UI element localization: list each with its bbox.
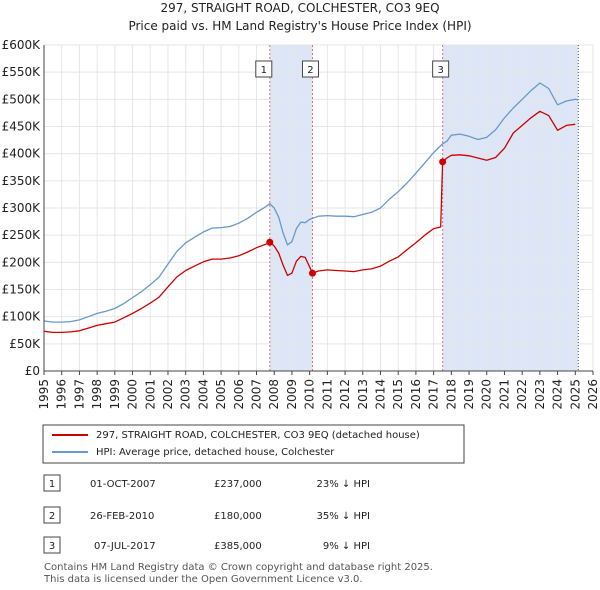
row-marker-label: 2 bbox=[49, 511, 55, 522]
y-tick-label: £0 bbox=[25, 364, 40, 378]
footer-line-2: This data is licensed under the Open Gov… bbox=[43, 574, 363, 585]
row-hpi-diff: 35% ↓ HPI bbox=[317, 511, 370, 522]
row-price: £180,000 bbox=[214, 511, 262, 522]
x-tick-label: 2000 bbox=[126, 379, 140, 410]
y-tick-label: £100K bbox=[2, 310, 42, 324]
legend-box bbox=[42, 424, 465, 464]
sales-row: 3 07-JUL-2017 £385,000 9% ↓ HPI bbox=[43, 536, 370, 554]
row-marker-box bbox=[43, 536, 61, 554]
x-tick-label: 2025 bbox=[568, 379, 582, 410]
hpi-line bbox=[43, 82, 579, 323]
y-tick-label: £150K bbox=[2, 283, 42, 297]
y-tick-label: £250K bbox=[2, 228, 42, 242]
axes: £0 £50K £100K £150K £200K £250K £300K £350K £400… bbox=[2, 38, 600, 410]
sale-marker-box bbox=[432, 60, 450, 78]
x-tick-label: 2014 bbox=[373, 379, 387, 410]
y-tick-label: £350K bbox=[2, 174, 42, 188]
series-lines bbox=[43, 82, 579, 334]
legend-price-label: 297, STRAIGHT ROAD, COLCHESTER, CO3 9EQ … bbox=[96, 430, 420, 441]
sale-point bbox=[439, 158, 447, 166]
x-tick-label: 2008 bbox=[267, 379, 281, 410]
row-price: £237,000 bbox=[214, 479, 262, 490]
x-tick-label: 1998 bbox=[90, 379, 104, 410]
row-price: £385,000 bbox=[214, 541, 262, 552]
x-tick-label: 2007 bbox=[250, 379, 264, 410]
row-marker-label: 1 bbox=[49, 479, 55, 490]
x-tick-label: 1995 bbox=[37, 379, 51, 410]
sale-marker-label: 1 bbox=[261, 65, 267, 76]
x-tick-label: 2018 bbox=[444, 379, 458, 410]
x-tick-label: 2017 bbox=[427, 379, 441, 410]
x-tick-label: 2015 bbox=[391, 379, 405, 410]
chart-subtitle: Price paid vs. HM Land Registry's House … bbox=[128, 19, 471, 33]
y-tick-label: £400K bbox=[2, 147, 42, 161]
y-tick-label: £200K bbox=[2, 255, 42, 269]
row-marker-label: 3 bbox=[49, 541, 55, 552]
sale-marker-box bbox=[255, 60, 273, 78]
x-tick-label: 2013 bbox=[356, 379, 370, 410]
row-date: 01-OCT-2007 bbox=[90, 479, 156, 490]
x-tick-label: 2001 bbox=[143, 379, 157, 410]
sale-marker-label: 3 bbox=[437, 65, 443, 76]
y-tick-label: £450K bbox=[2, 120, 42, 134]
x-tick-label: 2010 bbox=[303, 379, 317, 410]
legend-hpi-label: HPI: Average price, detached house, Colc… bbox=[96, 447, 335, 458]
x-tick-label: 2021 bbox=[497, 379, 511, 410]
y-tick-label: £300K bbox=[2, 201, 42, 215]
row-hpi-diff: 23% ↓ HPI bbox=[317, 479, 370, 490]
sale-point bbox=[308, 269, 316, 277]
legend: 297, STRAIGHT ROAD, COLCHESTER, CO3 9EQ … bbox=[42, 424, 465, 464]
chart-title: 297, STRAIGHT ROAD, COLCHESTER, CO3 9EQ bbox=[160, 1, 439, 15]
sales-row: 1 01-OCT-2007 £237,000 23% ↓ HPI bbox=[43, 474, 370, 492]
y-tick-label: £50K bbox=[9, 337, 41, 351]
x-tick-label: 2012 bbox=[338, 379, 352, 410]
sale-marker-label: 2 bbox=[307, 65, 313, 76]
x-tick-label: 2019 bbox=[462, 379, 476, 410]
row-marker-box bbox=[43, 506, 61, 524]
y-tick-label: £550K bbox=[2, 65, 42, 79]
row-hpi-diff: 9% ↓ HPI bbox=[323, 541, 370, 552]
sales-row: 2 26-FEB-2010 £180,000 35% ↓ HPI bbox=[43, 506, 370, 524]
x-tick-label: 1997 bbox=[72, 379, 86, 410]
x-tick-label: 2004 bbox=[196, 379, 210, 410]
x-tick-label: 1999 bbox=[108, 379, 122, 410]
x-tick-label: 2026 bbox=[586, 379, 600, 410]
footer-line-1: Contains HM Land Registry data © Crown c… bbox=[44, 562, 433, 573]
sales-table: 1 01-OCT-2007 £237,000 23% ↓ HPI 2 26-FE… bbox=[43, 474, 370, 554]
x-tick-label: 2006 bbox=[232, 379, 246, 410]
x-tick-label: 2005 bbox=[214, 379, 228, 410]
y-tick-label: £500K bbox=[2, 92, 42, 106]
row-date: 07-JUL-2017 bbox=[94, 541, 156, 552]
x-tick-label: 2024 bbox=[551, 379, 565, 410]
x-tick-label: 2023 bbox=[533, 379, 547, 410]
x-tick-label: 2011 bbox=[320, 379, 334, 410]
row-marker-box bbox=[43, 474, 61, 492]
price-paid-line bbox=[43, 110, 576, 334]
sale-marker-box bbox=[301, 60, 319, 78]
x-tick-label: 2022 bbox=[515, 379, 529, 410]
sale-point bbox=[266, 238, 274, 246]
x-tick-label: 2009 bbox=[285, 379, 299, 410]
x-tick-label: 2002 bbox=[161, 379, 175, 410]
sale-points bbox=[266, 158, 447, 277]
x-tick-label: 2016 bbox=[409, 379, 423, 410]
x-tick-label: 2003 bbox=[179, 379, 193, 410]
y-tick-label: £600K bbox=[2, 38, 42, 52]
x-tick-label: 2020 bbox=[480, 379, 494, 410]
x-tick-label: 1996 bbox=[55, 379, 69, 410]
row-date: 26-FEB-2010 bbox=[90, 511, 154, 522]
